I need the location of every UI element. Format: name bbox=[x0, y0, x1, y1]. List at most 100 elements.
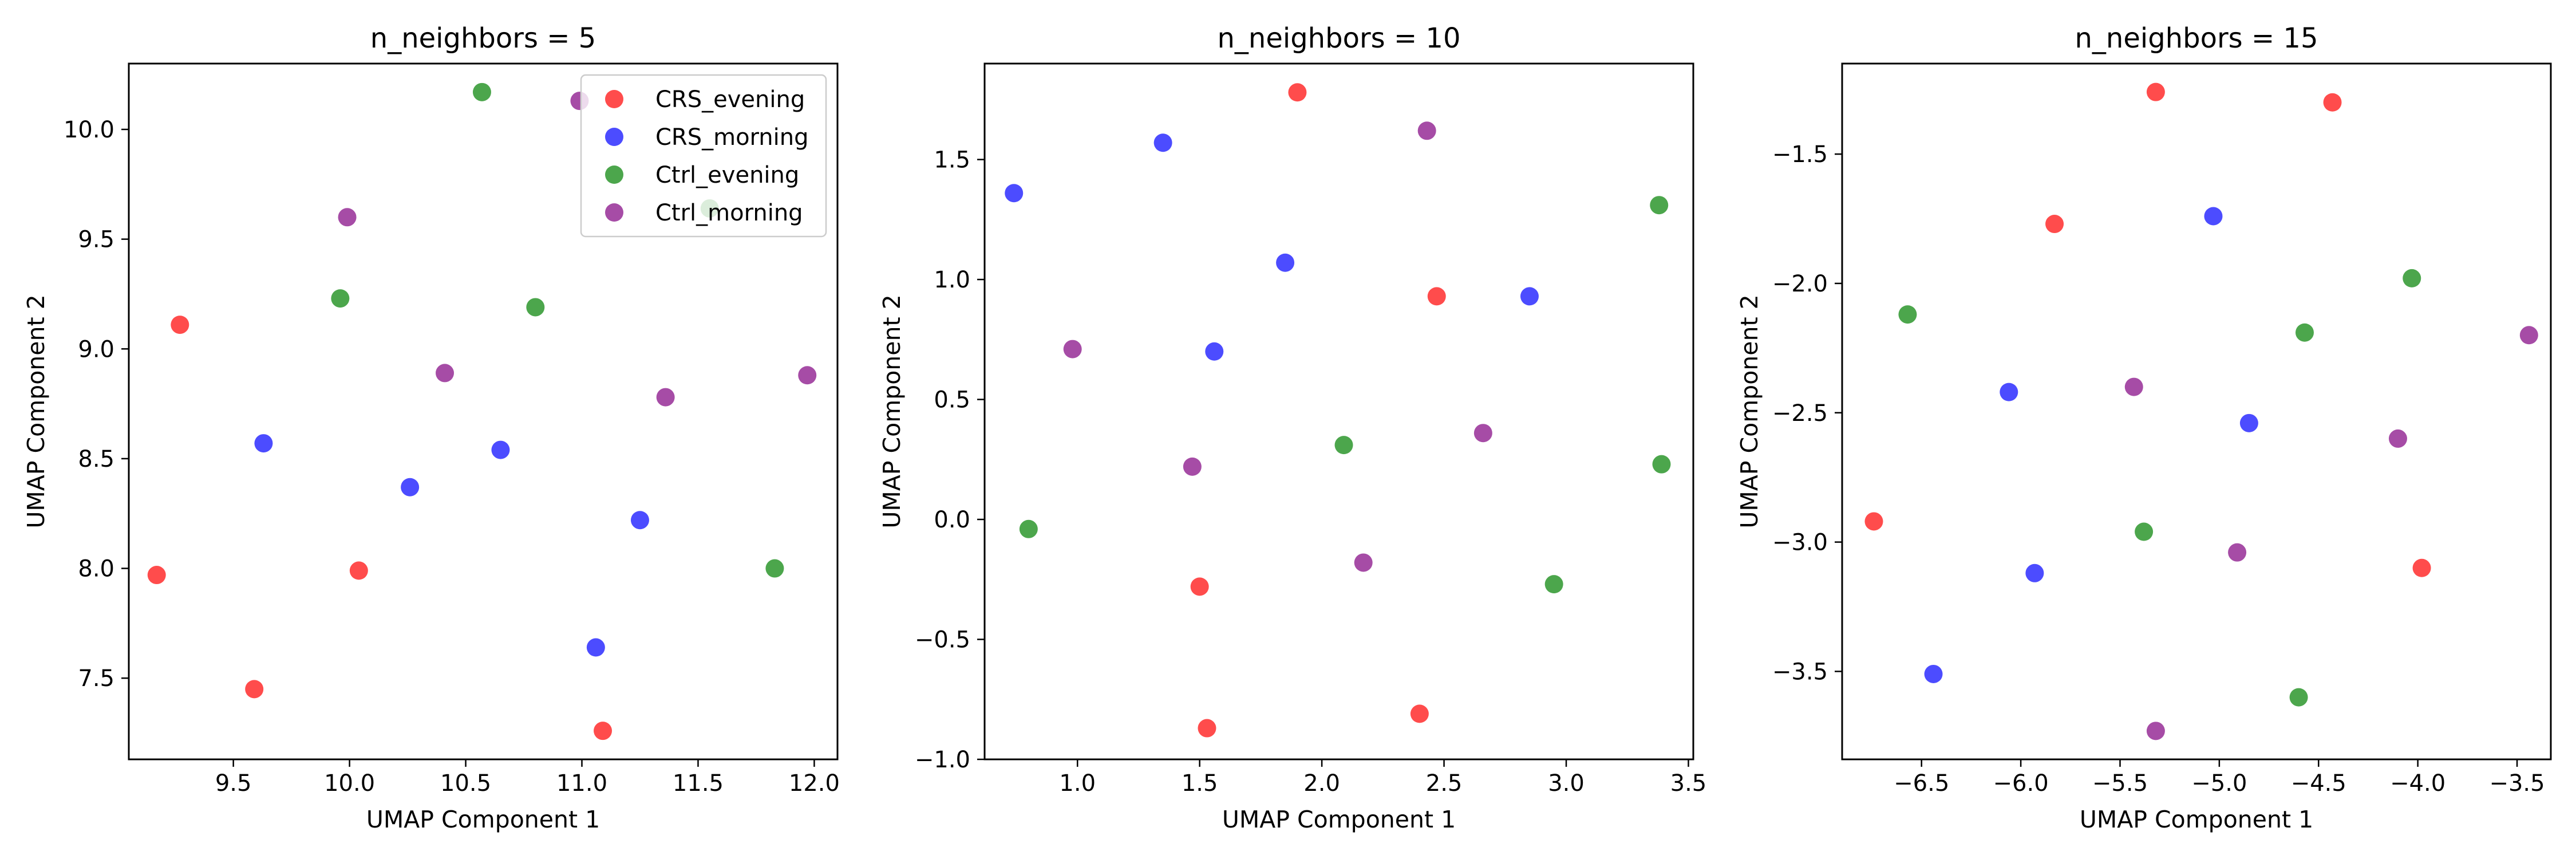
data-point-Ctrl_evening-1 bbox=[472, 82, 491, 101]
x-tick-label: 11.5 bbox=[673, 770, 724, 797]
data-point-CRS_morning-5 bbox=[1520, 287, 1539, 306]
data-point-CRS_evening-1 bbox=[2146, 82, 2165, 101]
data-point-CRS_morning-3 bbox=[491, 440, 510, 459]
scatter-panel-2: 1.0 1.5 2.0 2.5 3.0 3.5 −1.0 −0.5 0.0 0.5 1.0 1.5 n_… bbox=[878, 22, 1706, 833]
plot-area-frame bbox=[983, 62, 1694, 761]
data-point-Ctrl_morning-4 bbox=[1473, 424, 1492, 443]
data-point-CRS_evening-1 bbox=[1288, 83, 1307, 102]
legend-box bbox=[580, 74, 827, 238]
x-tick-label: 11.0 bbox=[556, 770, 607, 797]
panel-title: n_neighbors = 5 bbox=[370, 22, 596, 54]
data-point-Ctrl_morning-5 bbox=[1354, 553, 1373, 572]
data-point-Ctrl_morning-2 bbox=[1063, 340, 1082, 358]
y-tick-label: 10.0 bbox=[64, 117, 114, 143]
data-point-Ctrl_evening-3 bbox=[526, 298, 545, 317]
data-point-CRS_evening-5 bbox=[594, 722, 613, 740]
data-point-CRS_morning-2 bbox=[2000, 383, 2018, 401]
x-tick-label: −3.5 bbox=[2489, 770, 2545, 797]
data-point-Ctrl_morning-4 bbox=[2228, 543, 2247, 562]
data-point-Ctrl_evening-4 bbox=[2135, 522, 2154, 541]
y-tick-label: −1.0 bbox=[915, 747, 970, 773]
x-tick-label: 1.5 bbox=[1182, 770, 1218, 797]
data-point-Ctrl_evening-2 bbox=[2403, 269, 2421, 287]
y-tick-label: −2.0 bbox=[1772, 271, 1828, 297]
data-point-Ctrl_morning-3 bbox=[436, 364, 455, 383]
data-point-Ctrl_evening-4 bbox=[1652, 455, 1671, 474]
y-tick-label: −3.0 bbox=[1772, 530, 1828, 556]
data-point-Ctrl_morning-2 bbox=[2519, 326, 2538, 345]
data-point-Ctrl_morning-1 bbox=[1417, 121, 1436, 140]
data-point-CRS_morning-2 bbox=[1153, 133, 1172, 152]
x-axis-label: UMAP Component 1 bbox=[1222, 806, 1456, 833]
legend-label-Ctrl_morning: Ctrl_morning bbox=[655, 200, 803, 226]
y-tick-label: 1.5 bbox=[934, 147, 970, 174]
data-point-CRS_morning-3 bbox=[2239, 413, 2258, 432]
y-tick-label: 0.0 bbox=[934, 507, 970, 533]
x-tick-label: 1.0 bbox=[1059, 770, 1096, 797]
x-tick-label: 2.0 bbox=[1303, 770, 1340, 797]
x-tick-label: 2.5 bbox=[1426, 770, 1463, 797]
data-point-CRS_morning-4 bbox=[2025, 564, 2044, 582]
data-point-CRS_evening-5 bbox=[1410, 704, 1429, 723]
x-tick-label: −4.0 bbox=[2390, 770, 2445, 797]
x-tick-label: 9.5 bbox=[215, 770, 252, 797]
data-point-Ctrl_evening-5 bbox=[1544, 575, 1563, 594]
x-tick-label: 10.0 bbox=[324, 770, 375, 797]
data-point-CRS_evening-4 bbox=[1198, 719, 1216, 738]
data-point-CRS_morning-2 bbox=[401, 478, 420, 497]
x-tick-label: −6.0 bbox=[1993, 770, 2049, 797]
legend: CRS_evening CRS_morning Ctrl_evening Ctrl_m… bbox=[580, 74, 827, 238]
y-tick-label: 0.5 bbox=[934, 387, 970, 413]
data-point-Ctrl_morning-1 bbox=[2124, 377, 2143, 396]
data-point-CRS_morning-1 bbox=[2204, 207, 2223, 226]
y-axis-label: UMAP Component 2 bbox=[22, 294, 50, 528]
y-tick-label: 9.0 bbox=[78, 336, 114, 362]
x-tick-label: −4.5 bbox=[2291, 770, 2346, 797]
data-point-Ctrl_morning-3 bbox=[2388, 429, 2407, 448]
x-tick-label: 12.0 bbox=[789, 770, 840, 797]
y-tick-label: 8.0 bbox=[78, 556, 114, 582]
scatter-panel-1: 9.5 10.0 10.5 11.0 11.5 12.0 7.5 8.0 8.5 9.0 9.5 10… bbox=[22, 22, 840, 833]
data-point-CRS_evening-3 bbox=[245, 680, 264, 699]
x-tick-label: 10.5 bbox=[440, 770, 491, 797]
x-tick-label: −5.5 bbox=[2092, 770, 2148, 797]
data-point-Ctrl_evening-2 bbox=[1019, 519, 1038, 538]
y-axis-label: UMAP Component 2 bbox=[878, 294, 906, 528]
data-point-CRS_morning-1 bbox=[254, 434, 273, 453]
y-tick-label: 9.5 bbox=[78, 227, 114, 253]
x-tick-label: 3.0 bbox=[1548, 770, 1585, 797]
data-point-Ctrl_morning-5 bbox=[798, 366, 817, 385]
data-point-Ctrl_evening-3 bbox=[1334, 436, 1353, 455]
data-point-Ctrl_evening-5 bbox=[2289, 688, 2308, 707]
x-axis-label: UMAP Component 1 bbox=[2080, 806, 2313, 833]
y-tick-label: 7.5 bbox=[78, 665, 114, 692]
data-point-CRS_evening-3 bbox=[2045, 215, 2064, 234]
data-point-CRS_evening-2 bbox=[2323, 93, 2342, 112]
y-tick-label: 1.0 bbox=[934, 267, 970, 293]
y-tick-label: −1.5 bbox=[1772, 141, 1828, 168]
legend-marker-CRS_morning bbox=[605, 128, 623, 146]
data-point-CRS_evening-4 bbox=[1864, 512, 1883, 531]
data-point-CRS_morning-5 bbox=[1924, 664, 1943, 683]
data-point-CRS_evening-2 bbox=[1427, 287, 1446, 306]
y-tick-label: −0.5 bbox=[915, 627, 970, 653]
data-point-CRS_morning-3 bbox=[1276, 253, 1295, 272]
panel-title: n_neighbors = 10 bbox=[1218, 22, 1461, 54]
plot-area-frame bbox=[1841, 62, 2552, 761]
data-point-CRS_evening-2 bbox=[147, 566, 166, 585]
data-point-CRS_morning-4 bbox=[630, 511, 649, 530]
data-point-CRS_morning-1 bbox=[1005, 184, 1024, 203]
y-axis-label: UMAP Component 2 bbox=[1736, 294, 1763, 528]
y-tick-label: −3.5 bbox=[1772, 659, 1828, 685]
legend-label-Ctrl_evening: Ctrl_evening bbox=[655, 162, 799, 188]
data-point-Ctrl_morning-2 bbox=[338, 208, 357, 227]
x-axis-label: UMAP Component 1 bbox=[366, 806, 600, 833]
legend-label-CRS_morning: CRS_morning bbox=[655, 124, 809, 151]
x-tick-label: −6.5 bbox=[1894, 770, 1949, 797]
legend-marker-CRS_evening bbox=[605, 90, 623, 108]
legend-label-CRS_evening: CRS_evening bbox=[655, 86, 805, 113]
legend-marker-Ctrl_evening bbox=[605, 166, 623, 184]
data-point-CRS_evening-5 bbox=[2412, 558, 2431, 577]
data-point-CRS_evening-1 bbox=[171, 316, 189, 334]
